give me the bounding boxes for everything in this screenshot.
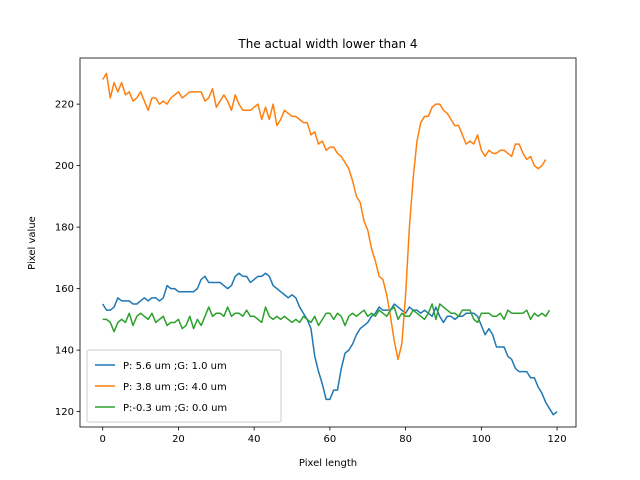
legend: P: 5.6 um ;G: 1.0 um P: 3.8 um ;G: 4.0 um… (86, 349, 282, 423)
legend-label-1: P: 5.6 um ;G: 1.0 um (123, 361, 227, 372)
legend-label-3: P:-0.3 um ;G: 0.0 um (123, 403, 227, 414)
x-tick-label: 100 (472, 434, 491, 445)
x-axis: 0 20 40 60 80 100 120 (100, 427, 567, 445)
plot-frame (79, 57, 577, 428)
legend-box (86, 349, 282, 423)
x-tick-label: 60 (324, 434, 337, 445)
chart-title: The actual width lower than 4 (237, 37, 417, 51)
series-line-2 (102, 72, 547, 361)
y-tick-label: 160 (55, 284, 74, 295)
x-tick-label: 120 (548, 434, 567, 445)
x-tick-label: 20 (172, 434, 185, 445)
y-tick-label: 140 (55, 346, 74, 357)
x-tick-label: 40 (248, 434, 261, 445)
y-axis: 120 140 160 180 200 220 (55, 100, 80, 418)
y-tick-label: 220 (55, 100, 74, 111)
y-tick-label: 200 (55, 161, 74, 172)
y-axis-label: Pixel value (27, 216, 38, 270)
series-line-1 (102, 272, 558, 416)
x-axis-label: Pixel length (299, 458, 357, 469)
plot-area (79, 57, 577, 428)
series-line-3 (102, 303, 551, 333)
x-tick-label: 0 (100, 434, 106, 445)
y-tick-label: 120 (55, 407, 74, 418)
x-tick-label: 80 (399, 434, 412, 445)
legend-label-2: P: 3.8 um ;G: 4.0 um (123, 382, 227, 393)
y-tick-label: 180 (55, 223, 74, 234)
